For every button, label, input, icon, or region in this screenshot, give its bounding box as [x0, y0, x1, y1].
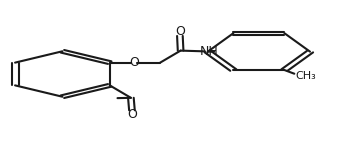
Text: O: O	[129, 56, 139, 69]
Text: CH₃: CH₃	[295, 71, 316, 81]
Text: O: O	[127, 108, 137, 122]
Text: NH: NH	[200, 45, 219, 58]
Text: O: O	[175, 25, 185, 38]
